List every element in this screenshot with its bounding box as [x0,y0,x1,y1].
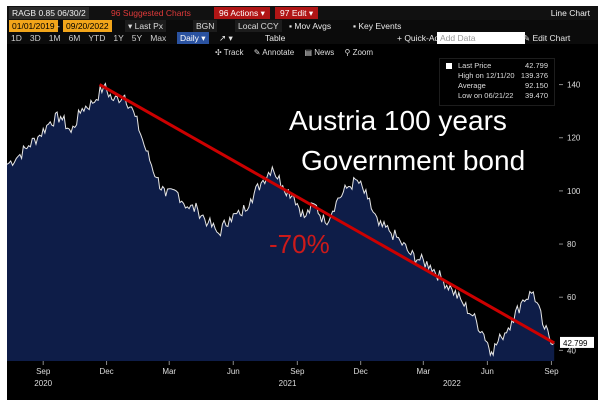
x-year-label: 2021 [279,379,297,388]
legend-swatch [446,63,452,69]
legend-low: Low on 06/21/22 39.470 [458,91,548,100]
annotate-icon: ✎ [253,48,263,57]
chevron-down-icon: ▾ [228,33,233,43]
edit-chart-button[interactable]: ✎ Edit Chart [523,33,571,43]
source-select[interactable]: BGN [193,20,218,32]
start-date-field[interactable]: 01/01/2019 [9,20,58,32]
table-button[interactable]: Table [265,33,286,43]
range-button-1y[interactable]: 1Y [113,33,124,43]
edit-menu[interactable]: 97 Edit ▾ [275,7,319,19]
suggested-charts-icon: 96 [111,8,123,18]
field-select[interactable]: ▾ Last Px [125,20,166,32]
price-area [7,83,555,361]
y-tick-label: 40 [567,346,576,355]
y-tick-label: 80 [567,240,576,249]
chevron-down-icon: ▾ [308,8,314,18]
zoom-icon: ⚲ [344,48,353,57]
range-buttons: 1D 3D 1M 6M YTD 1Y 5Y Max [11,32,174,44]
legend-average: Average 92.150 [458,81,548,90]
range-button-3d[interactable]: 3D [29,33,41,43]
chart-tools: ✣ Track ✎ Annotate ▤ News ⚲ Zoom [215,47,373,59]
key-events-toggle[interactable]: ▪ Key Events [353,21,402,31]
zoom-tool[interactable]: ⚲ Zoom [344,48,374,57]
currency-select[interactable]: Local CCY [235,20,282,32]
range-bar: 1D 3D 1M 6M YTD 1Y 5Y Max Daily ▾ ↗ ▾ Table + Q… [7,32,598,44]
title-bar: RAGB 0.85 06/30/2 96 Suggested Charts 96… [7,6,598,21]
add-data-input[interactable]: Add Data [437,32,525,44]
frequency-select[interactable]: Daily ▾ [177,32,209,44]
x-tick-label: Sep [290,367,305,376]
actions-menu[interactable]: 96 Actions ▾ [214,7,270,19]
decline-label: -70% [269,229,330,259]
legend-last-price: Last Price 42.799 [446,61,550,71]
x-tick-label: Jun [227,367,240,376]
actions-icon: 96 [219,8,231,18]
x-tick-label: Dec [354,367,368,376]
headline-line-1: Austria 100 years [289,105,507,136]
news-tool[interactable]: ▤ News [304,48,335,57]
last-value-box [560,336,594,348]
trend-line [98,83,555,345]
range-button-1m[interactable]: 1M [48,33,61,43]
range-button-max[interactable]: Max [150,33,167,43]
chart-window: RAGB 0.85 06/30/2 96 Suggested Charts 96… [7,6,598,400]
crosshair-icon: ✣ [215,48,224,57]
headline-line-2: Government bond [301,145,526,176]
chevron-down-icon: ▾ [260,8,265,18]
x-year-label: 2022 [443,379,461,388]
settings-bar: 01/01/2019 - 09/20/2022 ▾ Last Px BGN Lo… [7,20,598,32]
end-date-field[interactable]: 09/20/2022 [63,20,112,32]
x-tick-label: Dec [99,367,113,376]
last-value-label: 42.799 [563,339,588,348]
x-tick-label: Mar [416,367,430,376]
y-tick-label: 120 [567,134,581,143]
y-tick-label: 60 [567,293,576,302]
range-button-6m[interactable]: 6M [68,33,81,43]
range-button-1d[interactable]: 1D [11,33,22,43]
track-tool[interactable]: ✣ Track [215,48,244,57]
chevron-down-icon: ▾ [201,33,206,43]
ticker-label[interactable]: RAGB 0.85 06/30/2 [9,7,89,19]
x-tick-label: Sep [544,367,559,376]
x-tick-label: Mar [162,367,176,376]
chart-icon[interactable]: ↗ ▾ [219,33,233,43]
dropdown-icon: ▾ [128,21,135,31]
checkbox-icon: ▪ [353,21,359,31]
pencil-icon: ✎ [523,33,533,43]
y-tick-label: 140 [567,81,581,90]
suggested-charts-link[interactable]: 96 Suggested Charts [111,8,191,18]
x-tick-label: Jun [481,367,494,376]
price-chart[interactable]: 40 60 80 100 120 140 Sep Dec Mar Jun Sep Dec Mar Jun S… [7,6,598,400]
x-year-label: 2020 [34,379,52,388]
legend-high: High on 12/11/20 139.376 [458,71,548,80]
quick-add-button[interactable]: + Quick-Add [397,33,445,43]
y-tick-label: 100 [567,187,581,196]
range-button-5y[interactable]: 5Y [131,33,143,43]
checkbox-icon: ▪ [289,21,295,31]
price-legend: Last Price 42.799 High on 12/11/20 139.3… [439,58,555,106]
edit-icon: 97 [280,8,292,18]
range-button-ytd[interactable]: YTD [88,33,106,43]
date-separator: - [57,21,60,31]
x-tick-label: Sep [36,367,51,376]
chart-type-label: Line Chart [550,8,590,18]
news-icon: ▤ [304,48,315,57]
annotate-tool[interactable]: ✎ Annotate [253,48,295,57]
mov-avgs-toggle[interactable]: ▪ Mov Avgs [289,21,332,31]
